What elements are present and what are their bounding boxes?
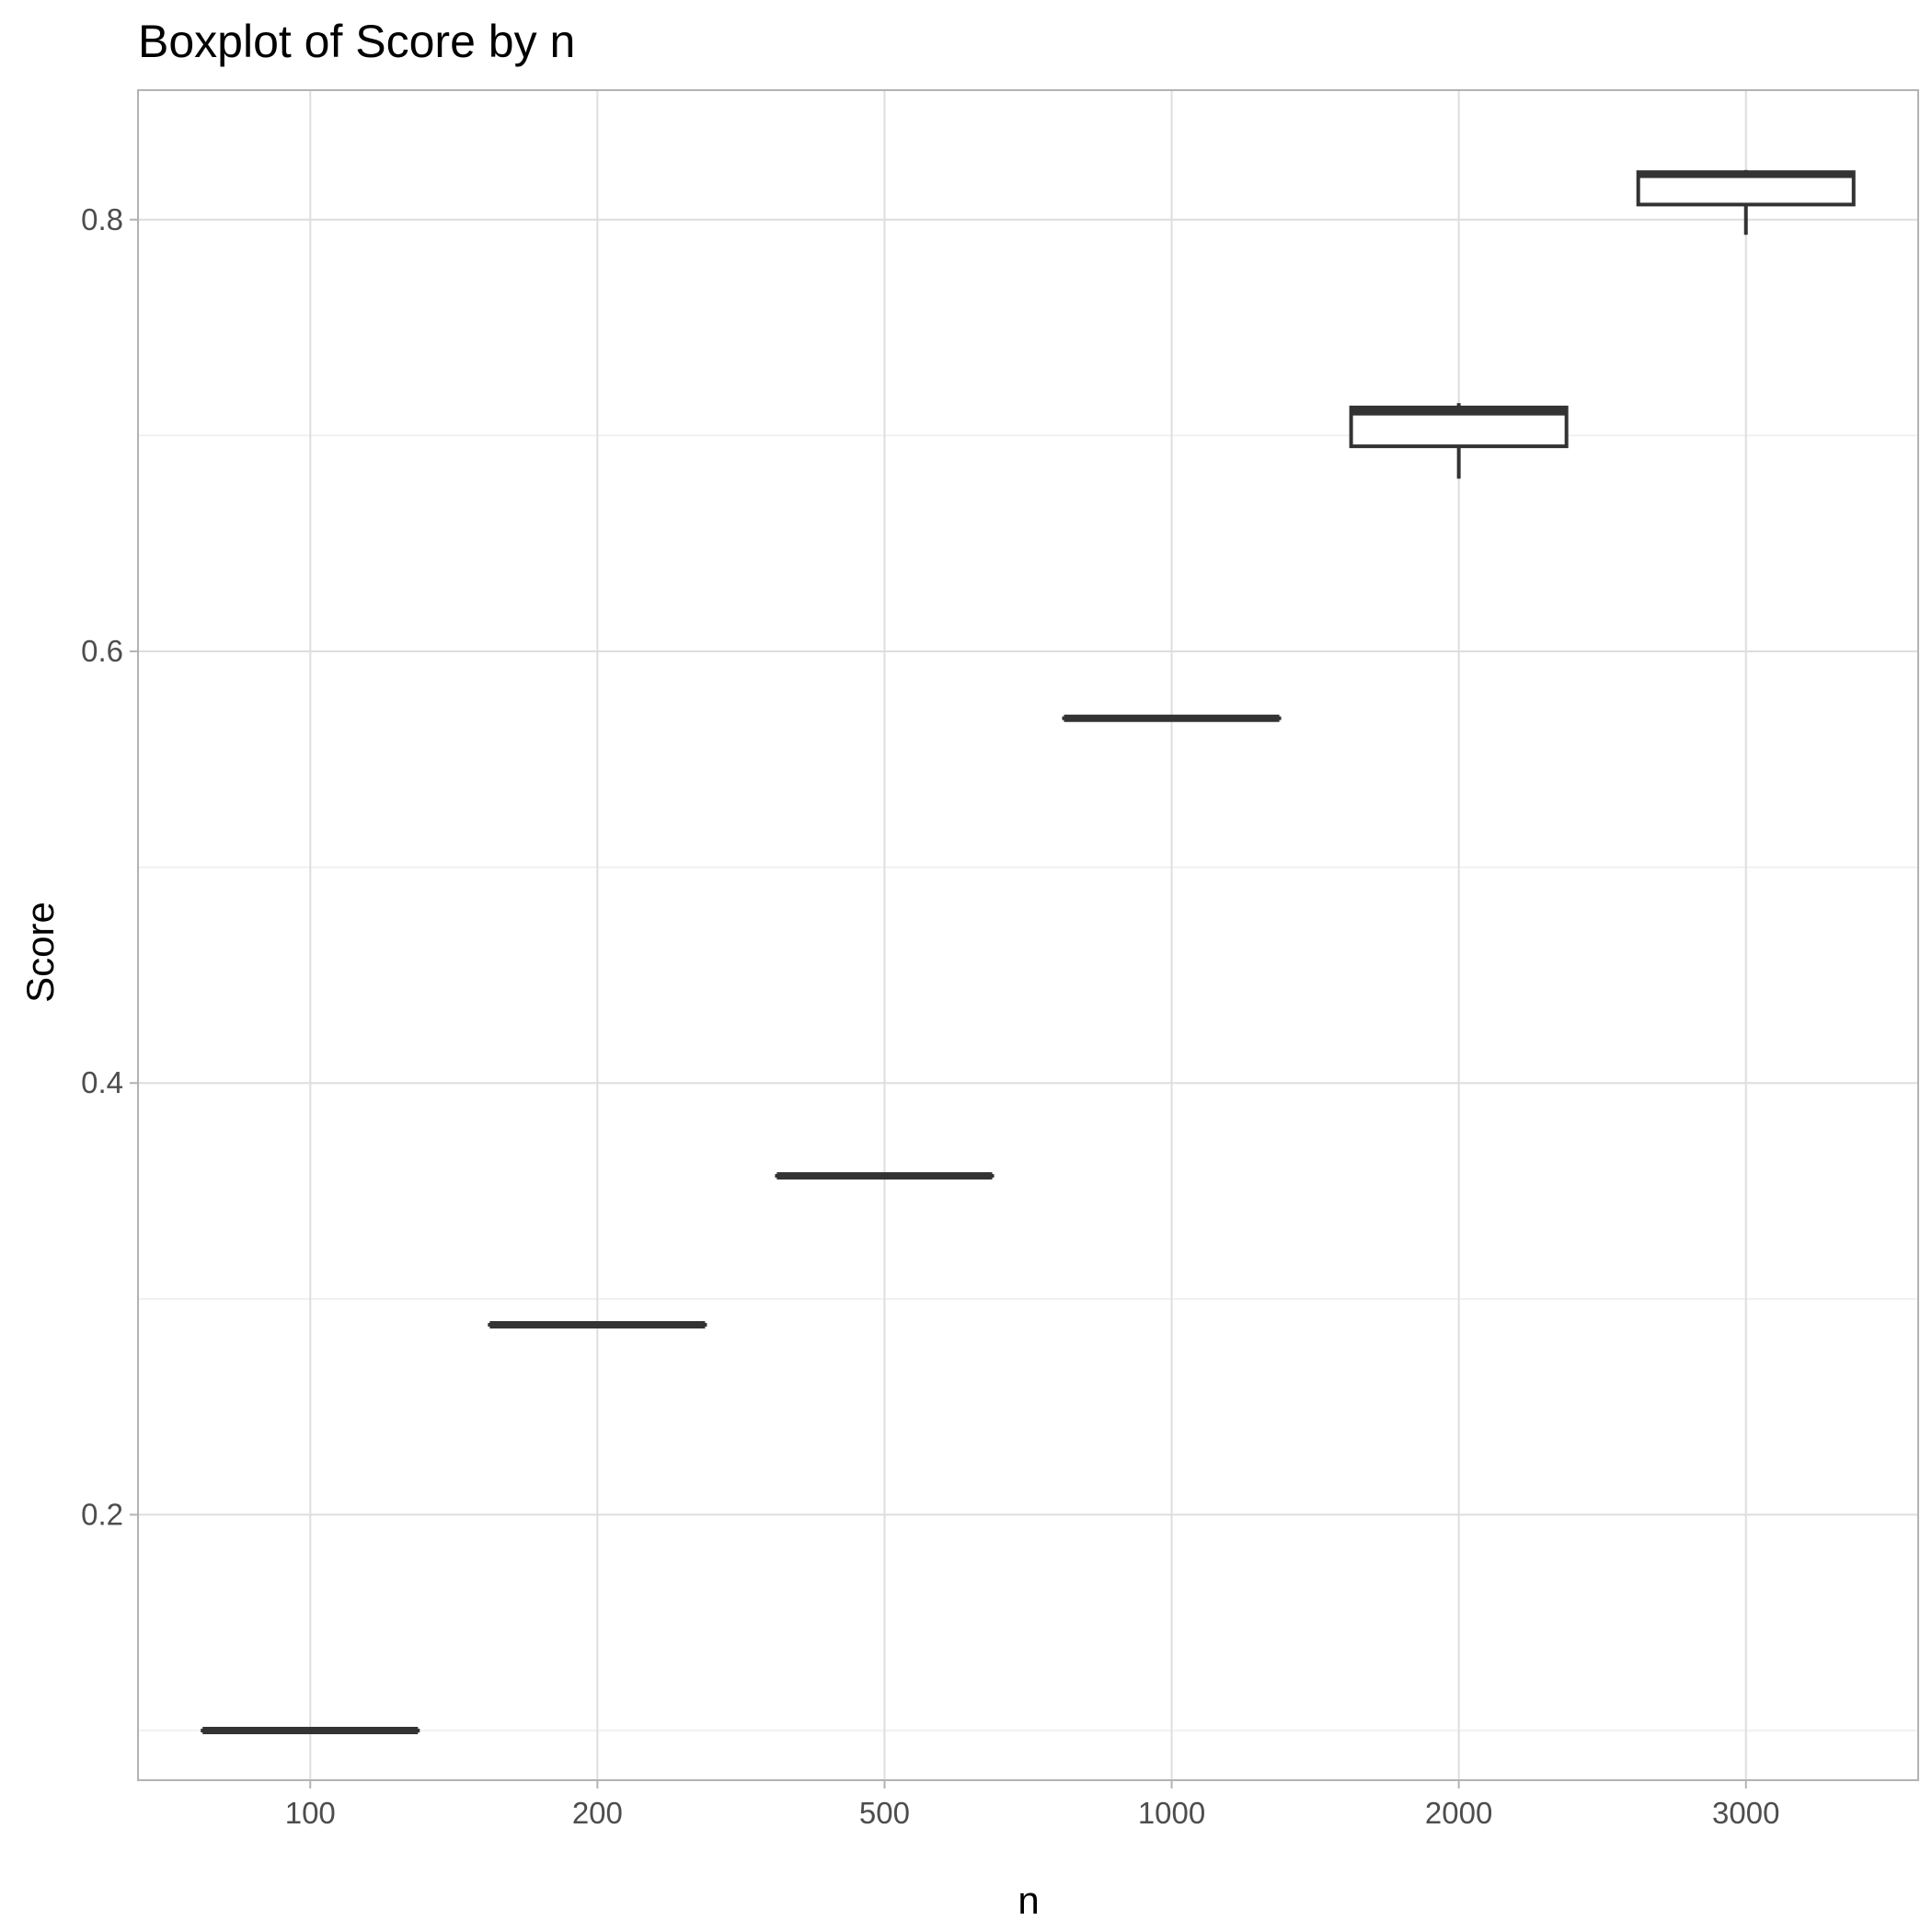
y-tick-label: 0.2 xyxy=(81,1497,123,1531)
y-axis-title: Score xyxy=(18,902,62,1003)
x-axis-title: n xyxy=(1018,1879,1039,1922)
y-tick-label: 0.4 xyxy=(81,1065,123,1099)
panel-border xyxy=(137,89,1919,1781)
x-tick-label: 200 xyxy=(572,1796,623,1830)
y-tick-label: 0.8 xyxy=(81,202,123,236)
x-tick-label: 100 xyxy=(285,1796,336,1830)
y-tick-label: 0.6 xyxy=(81,634,123,668)
box-2000 xyxy=(1349,403,1569,479)
x-tick-label: 2000 xyxy=(1425,1796,1492,1830)
axis-ticks: 0.2 0.4 0.6 0.8 100 200 500 1000 2000 3000 xyxy=(81,202,1779,1830)
chart-title: Boxplot of Score by n xyxy=(138,16,575,67)
box-3000 xyxy=(1636,169,1856,236)
x-tick-label: 1000 xyxy=(1138,1796,1205,1830)
x-tick-label: 3000 xyxy=(1712,1796,1779,1830)
grid-lines xyxy=(138,90,1918,1780)
box-series xyxy=(201,169,1856,1735)
x-tick-label: 500 xyxy=(859,1796,910,1830)
